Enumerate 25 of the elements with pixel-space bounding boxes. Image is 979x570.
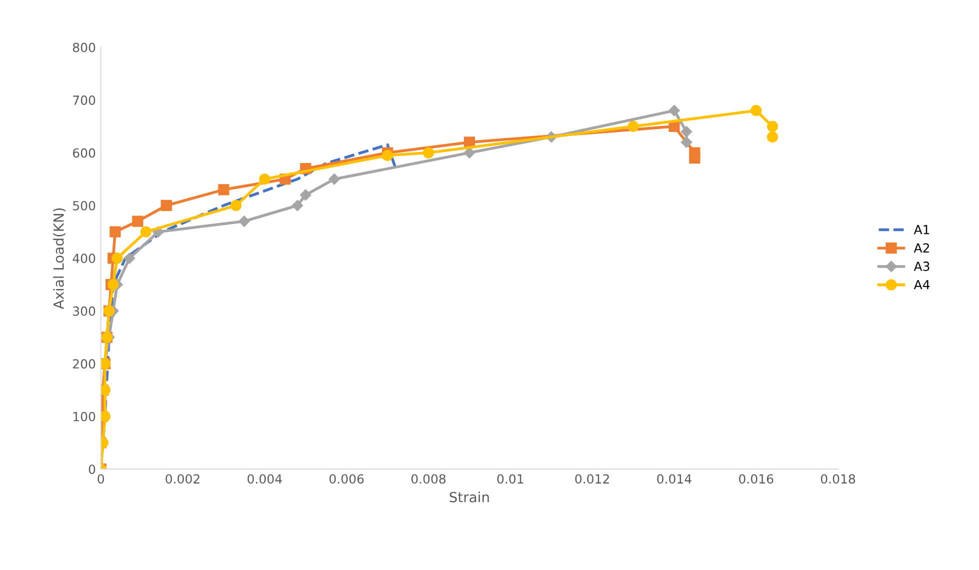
x-tick-label: 0.008: [411, 474, 446, 484]
y-tick-label: 200: [73, 359, 96, 369]
y-tick-label: 600: [72, 148, 96, 158]
legend-label: A4: [914, 280, 930, 290]
x-tick-label: 0.002: [166, 474, 200, 484]
y-tick-label: 400: [72, 254, 96, 264]
x-tick-label: 0.004: [248, 474, 282, 484]
x-tick-label: 0.012: [575, 474, 609, 484]
y-tick-label: 100: [73, 412, 96, 422]
legend-label: A1: [914, 225, 930, 234]
x-tick-label: 0.016: [739, 474, 774, 484]
y-tick-label: 700: [73, 96, 96, 105]
x-tick-label: 0.006: [330, 474, 364, 484]
y-tick-label: 300: [73, 306, 96, 316]
y-tick-label: 0: [88, 464, 96, 474]
x-tick-label: 0.01: [497, 474, 524, 484]
x-axis-title: Strain: [450, 492, 489, 502]
y-tick-label: 800: [72, 42, 96, 52]
x-tick-label: 0.018: [820, 474, 856, 484]
legend-label: A2: [914, 243, 930, 252]
y-tick-label: 500: [73, 200, 96, 210]
y-axis-title: Axial Load(KN): [53, 208, 66, 310]
x-tick-label: 0: [98, 474, 104, 484]
x-tick-label: 0.014: [657, 474, 692, 484]
legend-label: A3: [914, 262, 930, 272]
